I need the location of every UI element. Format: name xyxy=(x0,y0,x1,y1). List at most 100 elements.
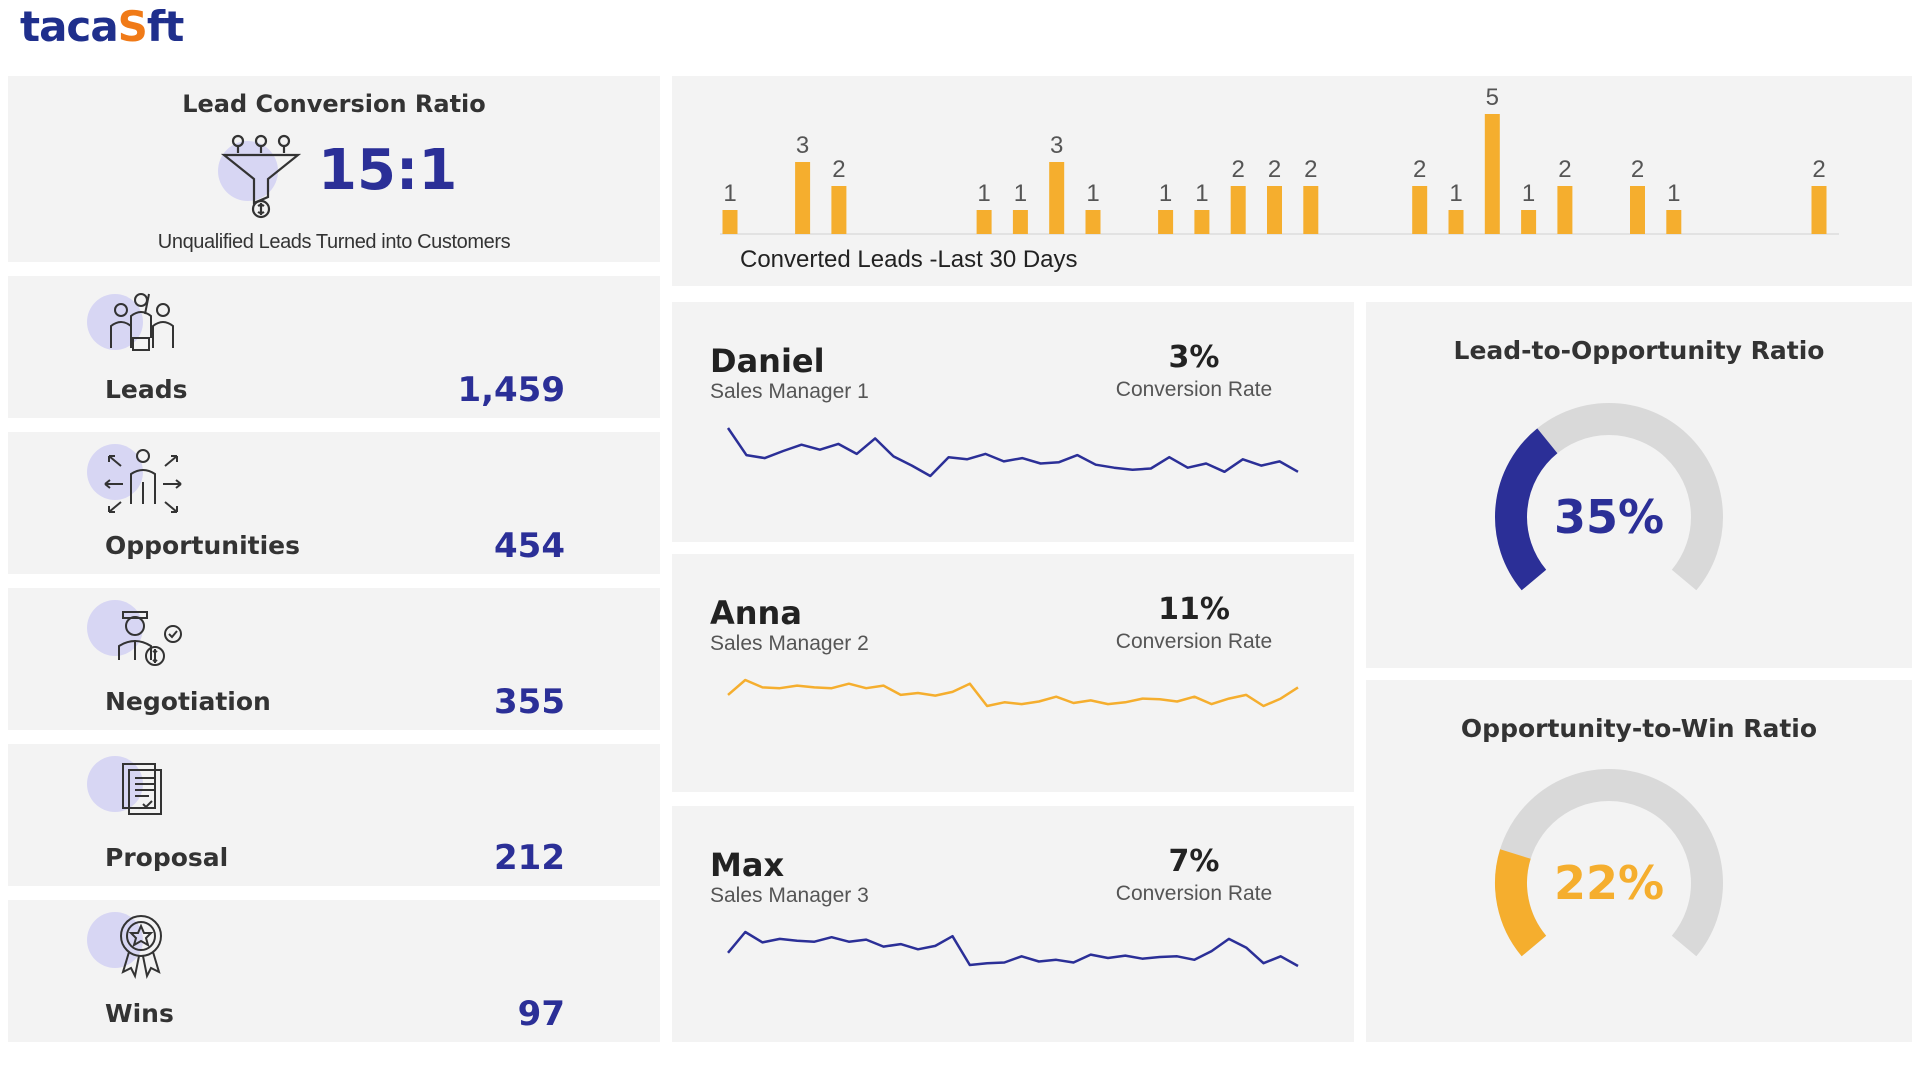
bar-label-15: 2 xyxy=(1232,156,1245,183)
lead-conversion-subtitle: Unqualified Leads Turned into Customers xyxy=(157,231,511,253)
bar-26 xyxy=(1630,186,1645,234)
tacasoft-logo: tacaSft xyxy=(20,2,184,51)
bar-label-1: 1 xyxy=(723,180,736,207)
opportunity-to-win-panel: Opportunity-to-Win Ratio 22% xyxy=(1366,680,1912,1042)
bar-label-9: 1 xyxy=(1014,180,1027,207)
gauge-value: 35% xyxy=(1554,490,1664,544)
bar-23 xyxy=(1521,210,1537,234)
stage-value-proposal: 212 xyxy=(494,838,565,878)
manager-name: Anna xyxy=(710,594,802,632)
bar-label-31: 2 xyxy=(1812,156,1825,183)
sparkline-anna xyxy=(727,678,1299,708)
bar-24 xyxy=(1557,186,1573,234)
manager-card-max: Max Sales Manager 3 7% Conversion Rate xyxy=(672,806,1354,1042)
manager-role: Sales Manager 3 xyxy=(710,884,869,907)
stage-value-leads: 1,459 xyxy=(457,370,565,410)
gauge-value: 22% xyxy=(1554,856,1664,910)
bar-label-17: 2 xyxy=(1304,156,1317,183)
bar-label-3: 3 xyxy=(796,132,809,159)
bar-label-8: 1 xyxy=(977,180,990,207)
manager-card-daniel: Daniel Sales Manager 1 3% Conversion Rat… xyxy=(672,302,1354,542)
manager-rate: 3% xyxy=(1168,340,1220,375)
stage-card-wins: Wins 97 xyxy=(8,900,660,1042)
logo-o: S xyxy=(117,2,148,51)
bar-13 xyxy=(1158,210,1174,234)
stage-card-proposal: Proposal 212 xyxy=(8,744,660,886)
opportunity-to-win-gauge: 22% xyxy=(1495,769,1723,957)
lead-conversion-title: Lead Conversion Ratio xyxy=(182,90,486,118)
sparkline-max xyxy=(727,930,1299,968)
stage-label-proposal: Proposal xyxy=(105,843,229,872)
manager-rate-label: Conversion Rate xyxy=(1115,378,1273,401)
gauge-fill xyxy=(1495,428,1558,591)
businessman-money-icon xyxy=(87,600,182,666)
network-person-icon xyxy=(87,444,182,513)
bar-label-22: 5 xyxy=(1486,84,1499,111)
sparkline-anna xyxy=(727,678,1299,708)
logo-suffix: ft xyxy=(146,2,184,51)
stage-label-leads: Leads xyxy=(105,375,188,404)
bar-3 xyxy=(795,162,811,234)
team-icon xyxy=(87,293,174,351)
bar-15 xyxy=(1230,186,1246,234)
bar-1 xyxy=(722,210,738,234)
bar-31 xyxy=(1811,186,1827,234)
bar-27 xyxy=(1666,210,1682,234)
manager-rate: 7% xyxy=(1168,844,1220,879)
bar-label-4: 2 xyxy=(832,156,845,183)
sparkline-max xyxy=(727,930,1299,968)
stage-card-negotiation: Negotiation 355 xyxy=(8,588,660,730)
bar-label-11: 1 xyxy=(1086,180,1099,207)
bar-label-24: 2 xyxy=(1558,156,1571,183)
bar-label-10: 3 xyxy=(1050,132,1063,159)
stage-value-opportunities: 454 xyxy=(494,526,565,566)
manager-name: Max xyxy=(710,846,785,884)
stage-label-negotiation: Negotiation xyxy=(105,687,271,716)
stage-label-opportunities: Opportunities xyxy=(105,531,301,560)
lead-to-opportunity-panel: Lead-to-Opportunity Ratio 35% xyxy=(1366,302,1912,668)
stage-label-wins: Wins xyxy=(105,999,174,1028)
bar-label-21: 1 xyxy=(1449,180,1462,207)
bar-9 xyxy=(1012,210,1028,234)
stage-card-leads: Leads 1,459 xyxy=(8,276,660,418)
gauge-title: Lead-to-Opportunity Ratio xyxy=(1453,336,1825,365)
bar-label-16: 2 xyxy=(1268,156,1281,183)
bar-14 xyxy=(1194,210,1210,234)
document-icon xyxy=(87,756,162,815)
manager-card-anna: Anna Sales Manager 2 11% Conversion Rate xyxy=(672,554,1354,792)
bar-label-26: 2 xyxy=(1631,156,1644,183)
stage-card-opportunities: Opportunities 454 xyxy=(8,432,660,574)
stage-value-wins: 97 xyxy=(517,994,565,1034)
bar-label-13: 1 xyxy=(1159,180,1172,207)
stage-value-negotiation: 355 xyxy=(494,682,565,722)
gauge-fill xyxy=(1495,849,1547,957)
sparkline-daniel xyxy=(726,427,1299,478)
manager-rate-label: Conversion Rate xyxy=(1115,630,1273,653)
manager-name: Daniel xyxy=(710,342,825,380)
manager-rate: 11% xyxy=(1158,592,1230,627)
bar-11 xyxy=(1085,210,1101,234)
gauge-title: Opportunity-to-Win Ratio xyxy=(1460,714,1818,743)
manager-role: Sales Manager 1 xyxy=(710,380,869,403)
bar-label-27: 1 xyxy=(1667,180,1680,207)
sparkline-daniel xyxy=(726,427,1299,478)
bar-label-23: 1 xyxy=(1522,180,1535,207)
bar-label-14: 1 xyxy=(1195,180,1208,207)
funnel-icon xyxy=(218,134,302,219)
lead-conversion-panel: Lead Conversion Ratio 15:1 Unqualified L… xyxy=(8,76,660,262)
bar-22 xyxy=(1484,114,1500,234)
bar-16 xyxy=(1267,186,1282,234)
manager-role: Sales Manager 2 xyxy=(710,632,869,655)
bar-label-20: 2 xyxy=(1413,156,1426,183)
logo-prefix: taca xyxy=(20,2,119,51)
bar-17 xyxy=(1303,186,1319,234)
bar-10 xyxy=(1049,162,1065,234)
manager-rate-label: Conversion Rate xyxy=(1115,882,1273,905)
award-badge-icon xyxy=(87,912,162,980)
bar-20 xyxy=(1412,186,1428,234)
bar-21 xyxy=(1448,210,1464,234)
converted-leads-caption: Converted Leads -Last 30 Days xyxy=(740,246,1078,273)
bar-4 xyxy=(831,186,847,234)
